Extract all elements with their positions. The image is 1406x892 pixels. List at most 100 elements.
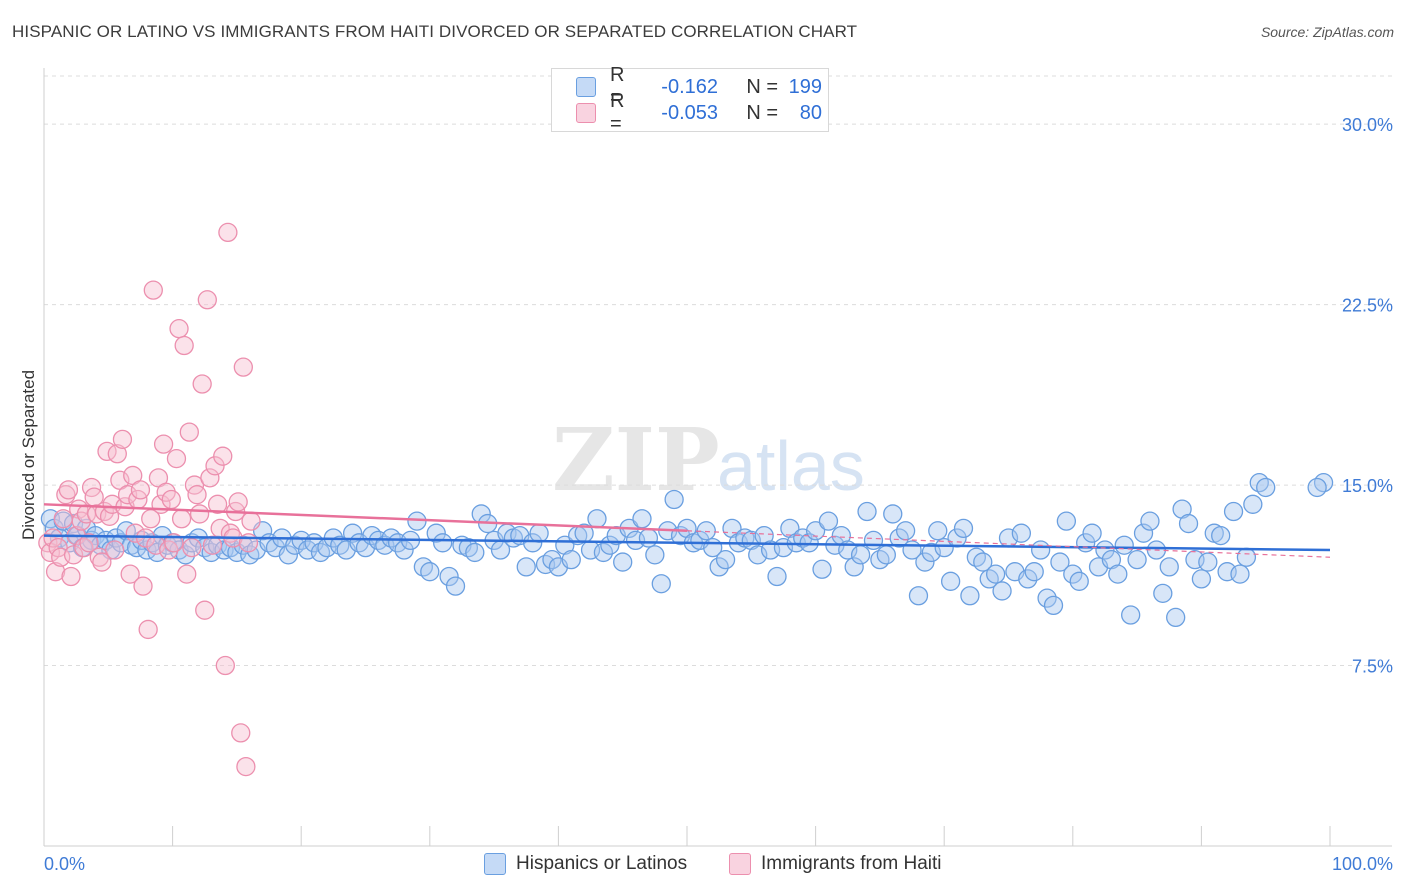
hispanic-point [632,509,652,529]
haiti-point [215,655,235,676]
haiti-point [202,535,223,555]
hispanic-point [1043,595,1064,616]
hispanic-point [561,550,581,570]
hispanic-point [1256,477,1276,498]
legend-r-value: -0.162 [661,75,718,98]
haiti-point [189,504,210,524]
haiti-point [92,552,112,572]
haiti-point [182,537,202,558]
source-label: Source: ZipAtlas.com [1260,24,1394,40]
hispanic-point [992,581,1012,601]
hispanic-point [812,559,832,579]
hispanic-point [420,562,440,582]
hispanic-point [1230,564,1250,584]
hispanic-point [985,564,1006,584]
haiti-point [79,533,99,553]
hispanic-point [844,557,864,577]
hispanic-point [805,521,826,541]
hispanic-point [542,550,562,570]
haiti-point [43,528,63,548]
hispanic-point [709,557,729,577]
hispanic-point [465,542,485,563]
haiti-point [58,480,79,500]
hispanic-point [1095,540,1115,560]
x-tick-label: 100.0% [1332,854,1393,874]
hispanic-point [587,509,607,529]
haiti-point [153,434,174,454]
haiti-point [228,492,248,512]
hispanic-point [928,521,948,541]
haiti-point [112,429,133,449]
hispanic-point [1243,494,1263,514]
hispanic-point [1198,552,1218,572]
hispanic-point [960,586,980,606]
haiti-point [241,511,261,531]
hispanic-point [1211,525,1231,546]
hispanic-point [1063,564,1083,584]
hispanic-point [1037,588,1057,608]
hispanic-point [1050,552,1070,572]
watermark-zip: ZIP [552,410,720,511]
haiti-point [187,485,207,505]
hispanic-point [1056,511,1077,531]
haiti-point [120,564,140,584]
hispanic-point [1307,477,1327,498]
hispanic-point [1236,547,1257,567]
legend-swatch-blue [576,77,596,97]
hispanic-point [426,523,446,543]
hispanic-point [1024,562,1044,582]
haiti-point [238,533,259,553]
hispanic-point [940,571,961,591]
hispanic-point [1069,571,1089,591]
bottom-legend-hispanic: Hispanics or Latinos [484,852,687,876]
hispanic-point [613,552,633,572]
hispanic-point [895,521,916,541]
hispanic-point [342,523,363,543]
haiti-point [195,600,215,620]
hispanic-point [1018,569,1038,589]
haiti-point [130,480,151,500]
hispanic-point [883,504,903,524]
bottom-legend-swatch-blue [484,853,506,875]
hispanic-point [908,586,929,606]
haiti-point [138,619,158,640]
haiti-trend-line [43,503,688,533]
haiti-point [174,335,194,356]
haiti-point [179,422,199,442]
haiti-point [231,723,251,743]
hispanic-point [857,501,877,522]
bottom-legend-haiti: Immigrants from Haiti [729,852,942,876]
hispanic-point [394,540,414,560]
hispanic-point [818,511,839,531]
legend-n-label: N = [746,75,778,98]
chart-title: HISPANIC OR LATINO VS IMMIGRANTS FROM HA… [12,22,858,41]
hispanic-point [915,552,935,572]
hispanic-point [593,542,614,563]
bottom-legend-swatch-pink [729,853,751,875]
haiti-point [63,545,84,565]
legend-r-label: R = [610,64,625,109]
hispanic-point [850,545,871,565]
haiti-point [143,280,163,300]
hispanic-point [645,545,665,565]
hispanic-point [1133,523,1154,543]
bottom-legend-label: Immigrants from Haiti [761,853,942,874]
haiti-point [218,222,238,243]
legend-r-label: R = [610,90,625,135]
hispanic-point [523,533,543,553]
hispanic-point [439,566,459,587]
hispanic-point [1121,605,1141,625]
stats-legend: R = -0.162 N = 199 R = -0.053 N = 80 [551,64,829,135]
legend-n-value: 199 [788,75,822,98]
legend-r-value: -0.053 [661,101,718,124]
hispanic-point [1011,523,1032,543]
x-tick-label: 0.0% [44,854,85,874]
legend-n-value: 80 [799,101,822,124]
hispanic-point [1108,564,1128,584]
hispanic-point [863,530,884,551]
hispanic-point [529,523,549,543]
haiti-point [192,374,212,394]
haiti-point [169,319,189,339]
y-tick-label: 30.0% [1342,115,1393,135]
